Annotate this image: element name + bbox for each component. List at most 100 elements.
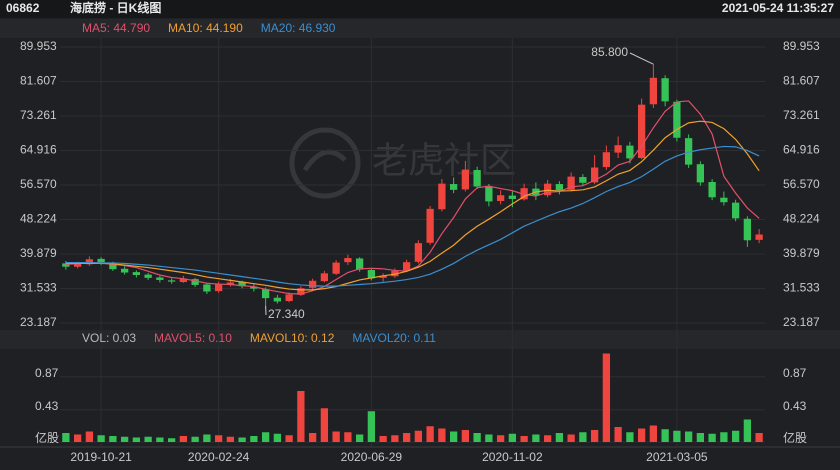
candle-body (261, 289, 270, 299)
y-tick-label-right: 48.224 (783, 212, 820, 226)
vol-tick-label-right: 亿股 (783, 430, 807, 445)
candle-body (720, 197, 728, 203)
ma-line (65, 120, 760, 291)
y-tick-label-left: 89.953 (20, 39, 57, 53)
candle-body (97, 258, 105, 263)
candle-body (684, 138, 693, 165)
candle-body (167, 280, 176, 282)
volume-bar (97, 435, 105, 442)
candle-body (696, 164, 705, 183)
candle-body (320, 273, 329, 282)
volume-bar (755, 433, 763, 442)
x-tick-label: 2020-06-29 (341, 450, 403, 464)
candle-body (214, 284, 223, 292)
candle-body (85, 259, 94, 265)
volume-bar (297, 391, 305, 442)
volume-bar (203, 434, 211, 442)
candle-body (250, 286, 258, 289)
volume-bar (508, 433, 517, 442)
candle-body (614, 145, 622, 153)
ma-legend-bar (0, 19, 840, 38)
vol-legend: MAVOL10: 0.12 (250, 331, 335, 345)
volume-bar (708, 433, 716, 442)
volume-bar (696, 433, 705, 442)
volume-bar (285, 435, 293, 442)
x-tick-label: 2020-02-24 (188, 450, 250, 464)
volume-bar (414, 430, 423, 442)
volume-bar (62, 433, 70, 442)
chart-title: 海底捞 - 日K线图 (70, 0, 161, 15)
volume-bar (602, 353, 611, 442)
candle-body (461, 169, 470, 190)
volume-bar (614, 427, 622, 442)
vol-tick-label-right: 0.43 (783, 399, 807, 413)
volume-bar (743, 419, 752, 442)
watermark-logo (289, 127, 361, 199)
candle-body (132, 272, 141, 275)
timestamp: 2021-05-24 11:35:27 (722, 1, 834, 15)
volume-bar (367, 411, 376, 442)
candle-body (402, 262, 411, 271)
candle-body (109, 262, 117, 270)
candle-body (367, 270, 376, 279)
y-tick-label-left: 81.607 (20, 74, 57, 88)
candle-body (426, 208, 434, 243)
vol-tick-label-right: 0.87 (783, 366, 807, 380)
volume-bar (555, 433, 564, 442)
volume-bar (120, 436, 129, 442)
volume-bar (402, 433, 411, 442)
volume-bar (332, 431, 340, 442)
vol-legend: MAVOL5: 0.10 (154, 331, 232, 345)
volume-bar (214, 435, 223, 442)
candle-body (649, 77, 658, 105)
volume-bar (250, 436, 258, 442)
x-tick-label: 2019-10-21 (70, 450, 132, 464)
candle-body (661, 78, 669, 102)
y-tick-label-right: 39.879 (783, 246, 820, 260)
candle-body (626, 145, 634, 159)
candle-body (543, 183, 552, 196)
volume-bar (85, 431, 94, 442)
annotation: 27.340 (268, 307, 305, 321)
annotation-leader (629, 52, 654, 65)
candle-body (508, 195, 517, 199)
candle-body (438, 183, 446, 210)
volume-bar (485, 434, 493, 442)
y-tick-label-left: 31.533 (20, 281, 57, 295)
candle-body (332, 262, 340, 274)
candle-body (391, 270, 399, 277)
volume-bar (438, 428, 446, 442)
candle-body (567, 176, 575, 190)
candle-body (344, 258, 352, 263)
candle-body (156, 277, 164, 280)
volume-bar (191, 436, 199, 442)
candle-body (485, 186, 493, 202)
candle-body (238, 282, 246, 287)
volume-bar (532, 434, 540, 442)
volume-bar (73, 434, 82, 442)
volume-bar (449, 431, 458, 442)
candle-body (555, 184, 564, 191)
volume-bar (344, 432, 352, 442)
stock-code: 06862 (6, 1, 40, 15)
x-tick-label: 2021-03-05 (646, 450, 708, 464)
candle-body (755, 234, 763, 240)
candle-body (637, 104, 646, 159)
candle-body (414, 243, 423, 262)
title-bar (0, 0, 840, 18)
candle-body (144, 274, 152, 278)
candle-body (179, 278, 188, 283)
volume-bar (590, 430, 599, 442)
candle-body (449, 184, 458, 190)
volume-bar (567, 434, 575, 442)
candle-body (355, 258, 364, 270)
y-tick-label-left: 23.187 (20, 315, 57, 329)
candle-body (62, 263, 70, 267)
vol-tick-label-left: 0.43 (35, 399, 59, 413)
volume-bar (684, 431, 693, 442)
candle-body (496, 195, 505, 201)
y-tick-label-right: 64.916 (783, 143, 820, 157)
volume-bar (132, 437, 141, 442)
candle-body (226, 282, 235, 285)
